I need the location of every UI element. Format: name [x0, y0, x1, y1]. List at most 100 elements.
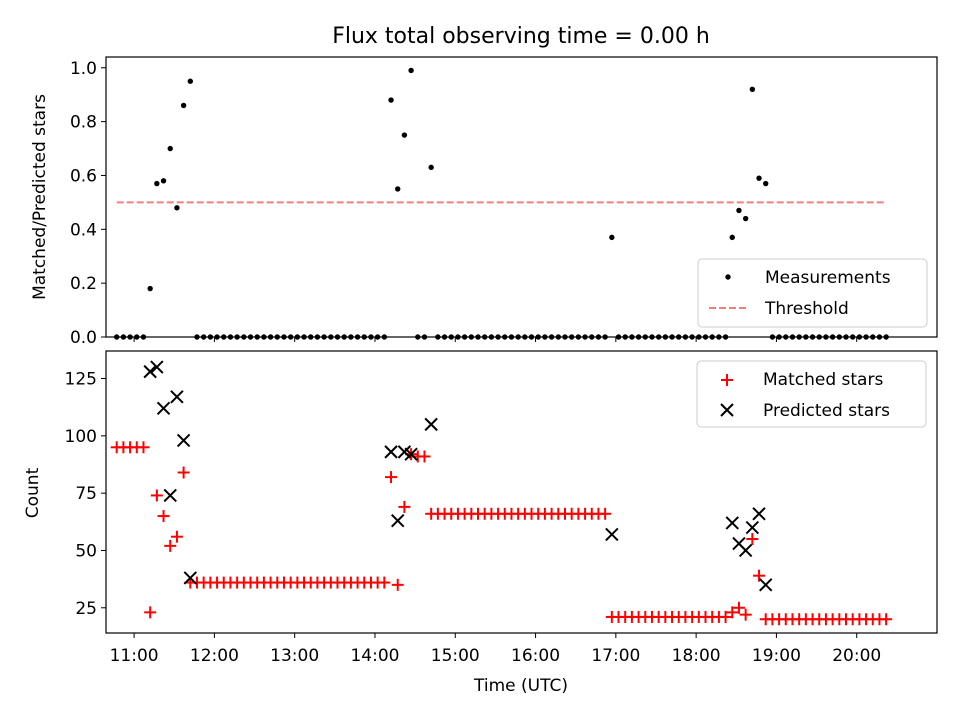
matched-star-point — [170, 530, 183, 543]
top-y-tick-label: 0.2 — [70, 274, 97, 294]
predicted-star-point — [143, 364, 157, 379]
predicted-star-point — [183, 571, 198, 585]
matched-star-point — [150, 489, 163, 502]
measurement-point — [147, 285, 153, 292]
measurement-point — [167, 145, 173, 152]
bottom-y-tick-label: 125 — [65, 370, 97, 390]
predicted-star-point — [605, 527, 619, 542]
measurement-point — [395, 186, 401, 192]
predicted-star-point — [404, 447, 418, 461]
top-y-ticks: 0.0 0.2 0.4 0.6 0.8 1.0 — [70, 59, 106, 348]
matched-star-point — [391, 578, 404, 591]
top-legend-box — [697, 258, 928, 328]
measurement-point — [408, 67, 414, 74]
legend-threshold-label: Threshold — [764, 299, 849, 319]
measurement-point — [388, 97, 394, 103]
predicted-star-point — [176, 433, 191, 448]
bottom-y-tick-label: 50 — [75, 541, 97, 561]
predicted-star-point — [163, 488, 177, 503]
predicted-star-point — [156, 401, 171, 416]
bottom-y-tick-label: 100 — [65, 427, 97, 447]
measurement-point — [180, 102, 187, 109]
bottom-legend-box — [696, 360, 927, 428]
top-y-tick-label: 1.0 — [70, 59, 97, 79]
matched-star-point — [137, 441, 150, 454]
matched-star-point — [726, 606, 739, 619]
legend-matched-label: Matched stars — [763, 370, 883, 390]
measurement-point — [174, 205, 180, 211]
bottom-x-ticks: 11:00 12:00 13:00 14:00 15:00 16:00 17:00 18:00… — [110, 633, 881, 666]
measurement-point — [729, 234, 735, 241]
top-x-ticks — [133, 337, 858, 342]
bottom-x-tick-label: 14:00 — [350, 646, 399, 666]
legend-measurements-marker — [725, 274, 731, 280]
legend-predicted-marker — [720, 403, 734, 417]
bottom-x-tick-label: 15:00 — [431, 646, 480, 666]
matched-star-point — [880, 613, 893, 626]
measurement-point — [749, 86, 756, 93]
matched-star-point — [144, 606, 157, 619]
top-y-tick-label: 0.4 — [70, 220, 97, 240]
matched-star-point — [719, 610, 732, 623]
legend-matched-marker — [721, 374, 733, 386]
bottom-x-tick-label: 20:00 — [832, 646, 881, 666]
legend-measurements-label: Measurements — [765, 268, 891, 288]
legend-predicted-label: Predicted stars — [763, 401, 890, 421]
predicted-star-point — [384, 445, 398, 459]
matched-star-point — [599, 507, 612, 520]
predicted-star-point — [150, 360, 164, 374]
matched-star-point — [385, 471, 398, 484]
matched-star-point — [378, 576, 391, 589]
matched-star-point — [418, 450, 431, 463]
measurement-point — [428, 164, 434, 171]
measurement-point — [609, 234, 615, 241]
bottom-x-axis-label: Time (UTC) — [473, 676, 568, 696]
bottom-y-ticks: 25 50 75 100 125 — [65, 370, 106, 619]
top-y-tick-label: 0.0 — [70, 328, 97, 348]
bottom-x-tick-label: 16:00 — [511, 646, 560, 666]
predicted-star-point — [738, 543, 753, 558]
bottom-x-tick-label: 17:00 — [591, 646, 640, 666]
predicted-star-point — [725, 516, 739, 530]
measurement-point — [756, 175, 762, 181]
bottom-x-tick-label: 11:00 — [110, 646, 159, 666]
bottom-y-tick-label: 75 — [75, 484, 97, 504]
matched-star-point — [739, 608, 752, 621]
measurement-point — [763, 180, 769, 187]
bottom-plot-frame — [105, 350, 938, 634]
measurement-point — [160, 178, 167, 184]
bottom-x-tick-label: 12:00 — [190, 646, 239, 666]
measurement-point — [154, 180, 160, 187]
matched-star-point — [732, 601, 745, 614]
top-y-axis-label: Matched/Predicted stars — [30, 94, 50, 300]
predicted-star-point — [759, 578, 773, 592]
matched-star-point — [157, 510, 170, 523]
predicted-star-point — [170, 390, 184, 404]
matched-star-point — [746, 533, 759, 545]
predicted-star-point — [752, 507, 766, 521]
bottom-y-axis-label: Count — [23, 467, 43, 518]
matched-star-point — [753, 569, 766, 582]
predicted-star-point — [745, 520, 760, 535]
measurement-point — [401, 132, 408, 138]
matched-star-point — [164, 539, 177, 552]
bottom-legend: Matched stars Predicted stars — [696, 360, 927, 428]
predicted-star-point — [424, 417, 438, 432]
matched-star-point — [177, 466, 190, 479]
top-legend: Measurements Threshold — [697, 258, 928, 328]
top-y-tick-label: 0.6 — [70, 166, 97, 186]
top-chart-title: Flux total observing time = 0.00 h — [332, 24, 710, 49]
top-y-tick-label: 0.8 — [70, 113, 97, 133]
top-panel: Flux total observing time = 0.00 h Match… — [30, 24, 938, 348]
top-plot-marks — [114, 67, 889, 340]
bottom-y-tick-label: 25 — [75, 599, 97, 619]
matched-star-point — [398, 500, 411, 513]
bottom-plot-marks — [110, 360, 893, 626]
top-plot-frame — [105, 56, 938, 338]
bottom-panel: Count Time (UTC) 25 50 75 100 125 11:00 12:00… — [23, 350, 938, 696]
predicted-star-point — [391, 513, 405, 528]
measurement-point — [742, 215, 749, 222]
measurement-point — [736, 207, 742, 214]
bottom-x-tick-label: 19:00 — [752, 646, 801, 666]
